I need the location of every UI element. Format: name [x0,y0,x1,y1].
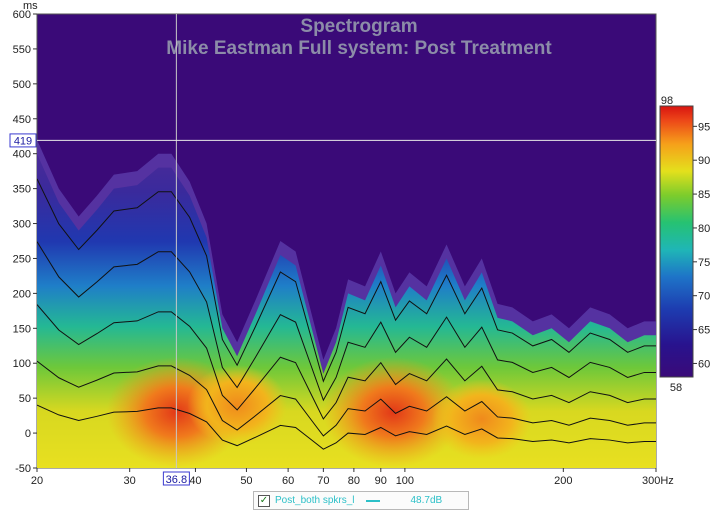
colorbar-ticks: 60 65 70 75 80 85 90 95 [693,121,710,370]
x-tick-label: 70 [317,475,329,487]
colorbar-tick-label: 80 [698,223,710,235]
colorbar-min-label: 58 [670,382,682,394]
x-tick-label: 200 [554,475,572,487]
x-tick-label: 60 [282,475,294,487]
contour-line [37,178,656,383]
x-tick-label: 90 [375,475,387,487]
x-tick-label: 100 [396,475,414,487]
x-tick-label: 80 [348,475,360,487]
hot-region [323,357,464,468]
series-legend[interactable]: ✓ Post_both spkrs_l 48.7dB [253,491,469,510]
y-tick-label: 250 [13,253,31,265]
cursor-y-label: 419 [14,135,32,147]
colorbar-tick-label: 70 [698,291,710,303]
x-tick-label: 30 [124,475,136,487]
heatmap-layer [37,139,656,468]
y-tick-label: 550 [13,44,31,56]
hot-region [431,379,532,460]
y-tick-label: 0 [25,428,31,440]
y-axis-ticks: -50 0 50 100 150 200 250 300 350 400 450 500 550 600 [13,9,37,475]
colorbar-max-label: 98 [661,95,673,107]
cursor-y-readout: 419 [9,133,37,148]
contour-line [37,360,656,437]
colorbar-tick-label: 65 [698,325,710,337]
x-tick-label: 300Hz [642,475,674,487]
y-tick-label: 300 [13,219,31,231]
y-tick-label: 200 [13,288,31,300]
y-tick-label: 100 [13,358,31,370]
series-color-swatch [365,499,380,502]
contour-lines [37,178,656,450]
contour-line [37,241,656,402]
hot-region [187,365,288,446]
hot-regions [106,357,532,468]
series-name: Post_both spkrs_l [275,495,355,506]
y-tick-label: 600 [13,9,31,21]
contour-line [37,404,656,450]
cursor-x-readout: 36.8 [162,471,190,486]
x-axis-ticks: 20 30 40 50 60 70 80 90 100 200 300Hz [31,468,674,487]
y-tick-label: 450 [13,114,31,126]
colorbar-tick-label: 75 [698,257,710,269]
series-level: 48.7dB [410,495,443,506]
cursor-x-label: 36.8 [166,474,187,486]
colorbar-tick-label: 90 [698,155,710,167]
y-tick-label: -50 [15,463,31,475]
x-tick-label: 40 [189,475,201,487]
chart-title: Spectrogram [300,16,417,37]
y-tick-label: 350 [13,184,31,196]
y-axis-unit-label: ms [23,0,38,12]
y-tick-label: 400 [13,149,31,161]
colorbar [659,105,694,378]
colorbar-tick-label: 85 [698,189,710,201]
chart-subtitle: Mike Eastman Full system: Post Treatment [166,38,552,59]
y-tick-label: 500 [13,79,31,91]
colorbar-tick-label: 60 [698,358,710,370]
y-tick-label: 150 [13,323,31,335]
y-tick-label: 50 [19,393,31,405]
contour-line [37,304,656,420]
colorbar-tick-label: 95 [698,121,710,133]
x-tick-label: 50 [240,475,252,487]
series-visibility-checkbox[interactable]: ✓ [258,494,270,507]
x-tick-label: 20 [31,475,43,487]
